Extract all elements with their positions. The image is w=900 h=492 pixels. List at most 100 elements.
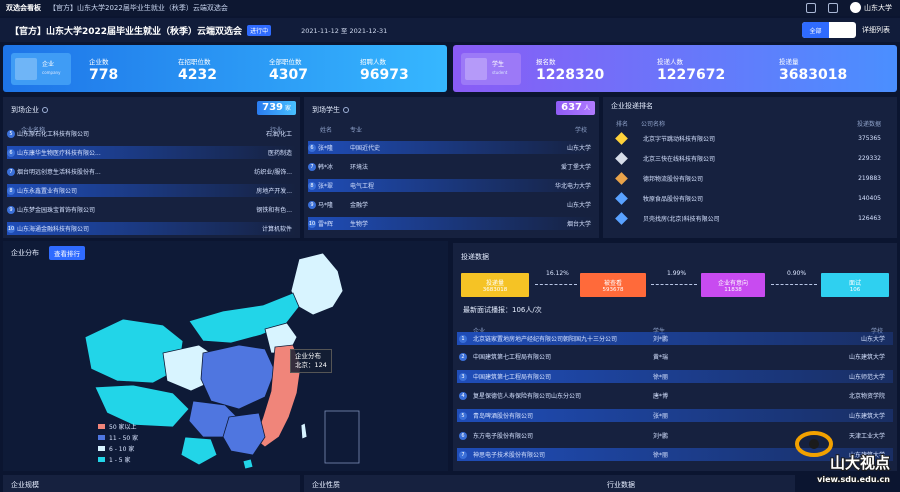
list-item[interactable]: 5 山东原石化工科技有限公司 石油/化工 [7,127,296,140]
row-number: 6 [7,148,15,157]
company-name: 山东原石化工科技有限公司 [17,131,90,138]
interview-row[interactable]: 6 东方电子股份有限公司 刘*鹏 天津工业大学 [457,429,893,442]
interview-student: 徐*丽 [653,374,669,381]
arrived-companies-count: 739 家 [257,101,296,115]
conversion-rate: 16.12% [546,270,569,277]
map-region-taiwan[interactable] [300,422,308,440]
column-header-industry: 行业 [269,127,282,134]
student-name: 韩*冰 [318,164,334,171]
student-stats-label: 学生 student [461,53,521,85]
info-icon[interactable] [42,107,48,113]
student-label: 学生 [492,61,505,68]
interview-row[interactable]: 5 青岛啤酒股份有限公司 张*丽 山东建筑大学 [457,409,893,422]
company-distribution-panel: 企业分布 查看排行 企业分布 北京：124 [3,241,448,471]
list-item[interactable]: 8 山东永鑫置业有限公司 房地产开发... [7,184,296,197]
legend-item[interactable]: 1 - 5 家 [98,455,138,464]
enterprise-stats-panel: 企业 company 企业数 778 在招职位数 4232 全部职位数 4307 … [3,45,447,92]
user-menu[interactable]: 山东大学 [850,2,892,13]
rank-company: 北京字节跳动科技有限公司 [643,135,716,143]
funnel-step-viewed: 被查看 593678 [580,273,646,297]
medal-icon [615,131,628,145]
arrived-students-list[interactable]: 6 张*隆 中国近代史 山东大学 7 韩*冰 环境法 爱丁堡大学 8 张*翠 电… [308,141,595,236]
student-name: 马*隆 [318,202,334,209]
view-ranking-button[interactable]: 查看排行 [49,246,85,260]
interview-row[interactable]: 2 中国建筑第七工程局有限公司 黄*瑞 山东建筑大学 [457,350,893,363]
row-number: 7 [459,450,467,459]
interview-company: 青岛啤酒股份有限公司 [473,413,534,420]
info-icon[interactable] [343,107,349,113]
student-name: 张*翠 [318,183,334,190]
rank-row[interactable]: 贝壳找房(北京)科技有限公司 126463 [613,211,887,225]
stat-all-positions: 全部职位数 4307 [269,56,308,83]
rank-value: 219883 [858,174,881,182]
panel-title-text: 企业分布 [11,249,39,257]
column-header-company: 企业 [473,326,485,335]
legend-label: 11 - 50 家 [109,435,139,442]
column-header-school: 学校 [574,127,587,134]
student-school: 山东大学 [566,202,591,209]
list-item[interactable]: 9 马*隆 金融学 山东大学 [308,198,595,211]
panel-title-text: 企业性质 [312,481,340,489]
detail-list-link[interactable]: 详细列表 [862,26,890,34]
app-name: 双选会看板 [6,4,41,12]
panel-title-text: 行业数据 [607,481,635,489]
medal-icon [615,171,628,185]
interview-row[interactable]: 3 中国建筑第七工程局有限公司 徐*丽 山东师范大学 [457,370,893,383]
list-item[interactable]: 10 山东海通金融科技有限公司 计算机软件 [7,222,296,235]
cloud-icon[interactable] [828,2,838,13]
map-region-hainan[interactable] [242,458,254,470]
student-major: 环境法 [350,164,369,171]
stat-hiring-count: 招聘人数 96973 [360,56,409,83]
stat-key: 企业数 [89,58,109,66]
rank-value: 126463 [858,214,881,222]
panel-title-text: 到场企业 [11,106,39,114]
map-region-yunnan[interactable] [180,436,218,466]
conversion-rate: 0.90% [787,270,807,277]
arrived-companies-list[interactable]: 5 山东原石化工科技有限公司 石油/化工 6 山东康华生物医疗科技有限公... … [7,129,296,238]
rank-row[interactable]: 北京三快在线科技有限公司 229332 [613,151,887,165]
list-item[interactable]: 7 韩*冰 环境法 爱丁堡大学 [308,160,595,173]
bell-icon[interactable] [806,2,816,13]
list-item[interactable]: 7 烟台明远创意生活科技股份有... 纺织业/服饰... [7,165,296,178]
delivery-rank-title: 企业投递排名 [611,101,653,111]
student-school: 山东大学 [566,145,591,152]
watermark-eye-icon [795,431,833,457]
legend-item[interactable]: 11 - 50 家 [98,433,138,442]
list-item[interactable]: 6 张*隆 中国近代史 山东大学 [308,141,595,154]
row-number: 8 [7,186,15,195]
scope-toggle[interactable]: 全部 [802,22,856,38]
list-item[interactable]: 6 山东康华生物医疗科技有限公... 医药制造 [7,146,296,159]
map-region-northeast[interactable] [290,252,344,316]
interview-row[interactable]: 4 复星保德信人寿保险有限公司山东分公司 唐*博 北京物资学院 [457,389,893,402]
rank-row[interactable]: 德邦物流股份有限公司 219883 [613,171,887,185]
count-number: 637 [561,102,582,113]
interview-row[interactable]: 1 北京链家置地房地产经纪有限公司朝阳国九十三分公司 刘*鹏 山东大学 [457,332,893,345]
company-industry: 纺织业/服饰... [254,169,292,176]
legend-item[interactable]: 50 家以上 [98,422,138,431]
company-name: 山东梦金园珠宝首饰有限公司 [17,207,96,214]
list-item[interactable]: 9 山东梦金园珠宝首饰有限公司 钢铁和有色... [7,203,296,216]
row-number: 3 [459,372,467,381]
avatar [850,2,861,13]
student-name: 张*隆 [318,145,334,152]
map-region-tibet[interactable] [94,384,190,428]
list-item[interactable]: 10 雷*辉 生物学 烟台大学 [308,217,595,230]
list-item[interactable]: 8 张*翠 电气工程 华北电力大学 [308,179,595,192]
student-label-en: student [492,70,508,75]
rank-company: 牧原食品股份有限公司 [643,195,704,203]
row-number: 10 [7,224,15,233]
row-number: 4 [459,391,467,400]
scope-toggle-other[interactable] [829,22,856,38]
arrow-connector [535,284,577,285]
funnel-value: 3683018 [482,286,508,293]
scope-toggle-all[interactable]: 全部 [802,22,829,38]
map-region-central[interactable] [200,344,276,410]
row-number: 1 [459,334,467,343]
china-map[interactable] [3,241,448,471]
rank-row[interactable]: 牧原食品股份有限公司 140405 [613,191,887,205]
legend-item[interactable]: 6 - 10 家 [98,444,138,453]
map-region-south[interactable] [222,412,266,456]
interview-row[interactable]: 7 神思电子技术股份有限公司 徐*丽 山东建筑大学 [457,448,893,461]
rank-company: 北京三快在线科技有限公司 [643,155,716,163]
rank-row[interactable]: 北京字节跳动科技有限公司 375365 [613,131,887,145]
